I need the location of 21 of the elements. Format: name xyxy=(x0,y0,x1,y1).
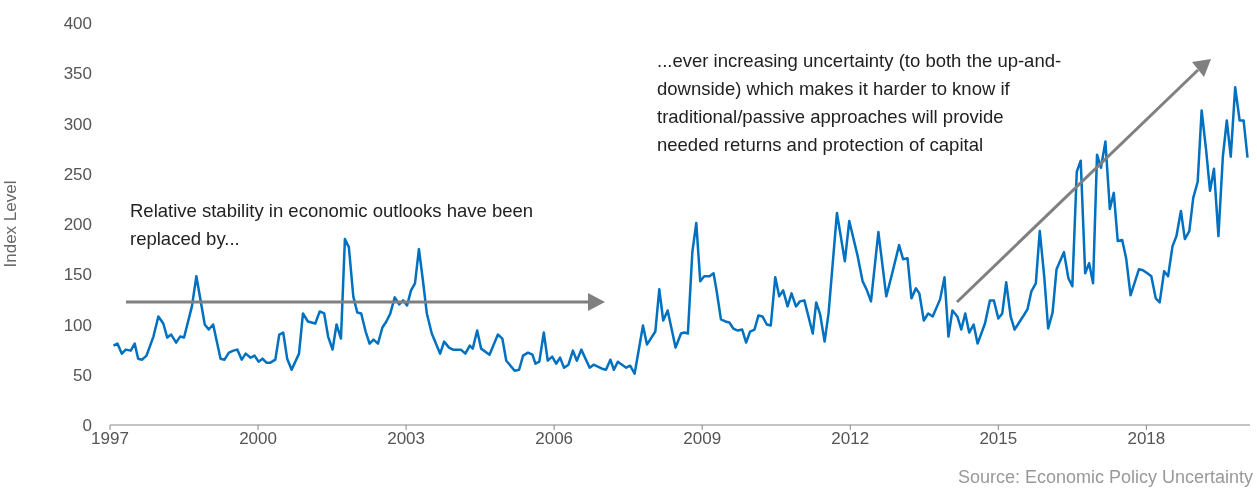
x-tick-label: 2006 xyxy=(535,429,574,449)
x-tick-label: 2003 xyxy=(387,429,426,449)
x-tick-label: 2012 xyxy=(831,429,870,449)
annotation: Relative stability in economic outlooks have been replaced by... xyxy=(130,199,535,251)
y-tick-label: 50 xyxy=(73,365,92,385)
source-note: Source: Economic Policy Uncertainty xyxy=(957,467,1253,488)
annotation: ...ever increasing uncertainty (to both the up-and-downside) which makes it harder to know if traditional/passive approaches will provide needed returns and protection of capital xyxy=(657,49,1063,157)
y-tick-label: 400 xyxy=(63,14,92,34)
x-tick-label: 1997 xyxy=(91,429,129,449)
y-tick-label: 250 xyxy=(63,164,92,184)
x-tick-label: 2000 xyxy=(239,429,277,449)
y-tick-label: 100 xyxy=(63,315,92,335)
x-tick-label: 2009 xyxy=(683,429,722,449)
y-tick-label: 0 xyxy=(82,416,92,436)
x-tick-label: 2018 xyxy=(1127,429,1166,449)
y-tick-label: 300 xyxy=(63,114,92,134)
y-tick-label: 200 xyxy=(63,215,92,235)
x-tick-label: 2015 xyxy=(979,429,1018,449)
y-tick-label: 350 xyxy=(63,64,92,84)
y-axis-title: Index Level xyxy=(1,180,21,268)
y-tick-label: 150 xyxy=(63,265,92,285)
